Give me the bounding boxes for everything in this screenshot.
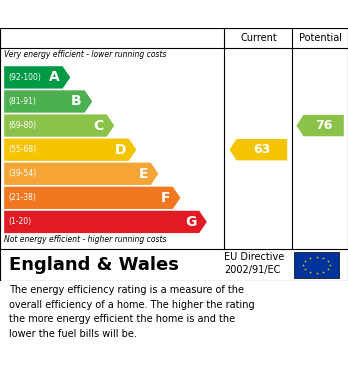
Text: C: C — [94, 118, 104, 133]
Text: G: G — [185, 215, 196, 229]
Polygon shape — [4, 90, 92, 113]
Text: D: D — [114, 143, 126, 157]
Polygon shape — [4, 211, 207, 233]
Text: (21-38): (21-38) — [8, 193, 36, 202]
Text: A: A — [49, 70, 60, 84]
Text: B: B — [71, 95, 82, 108]
Text: Not energy efficient - higher running costs: Not energy efficient - higher running co… — [4, 235, 167, 244]
Text: (81-91): (81-91) — [8, 97, 36, 106]
Polygon shape — [4, 115, 114, 137]
Text: (55-68): (55-68) — [8, 145, 37, 154]
Polygon shape — [4, 66, 70, 88]
Text: Energy Efficiency Rating: Energy Efficiency Rating — [9, 7, 211, 22]
Text: (92-100): (92-100) — [8, 73, 41, 82]
Polygon shape — [230, 139, 287, 160]
Text: E: E — [139, 167, 148, 181]
Text: 63: 63 — [253, 143, 270, 156]
Polygon shape — [296, 115, 344, 136]
Polygon shape — [4, 138, 136, 161]
Bar — [294, 251, 339, 278]
Text: (1-20): (1-20) — [8, 217, 31, 226]
Text: The energy efficiency rating is a measure of the
overall efficiency of a home. T: The energy efficiency rating is a measur… — [9, 285, 254, 339]
Polygon shape — [4, 187, 180, 209]
Text: Current: Current — [240, 33, 277, 43]
Text: Potential: Potential — [299, 33, 342, 43]
Text: EU Directive
2002/91/EC: EU Directive 2002/91/EC — [224, 252, 285, 275]
Text: (39-54): (39-54) — [8, 169, 37, 178]
Text: Very energy efficient - lower running costs: Very energy efficient - lower running co… — [4, 50, 167, 59]
Text: England & Wales: England & Wales — [9, 256, 179, 274]
Polygon shape — [4, 163, 158, 185]
Text: 76: 76 — [315, 119, 332, 132]
Text: (69-80): (69-80) — [8, 121, 37, 130]
Text: F: F — [160, 191, 170, 205]
